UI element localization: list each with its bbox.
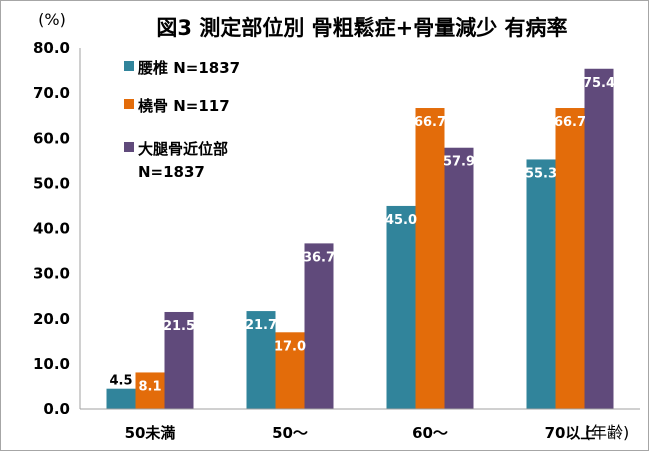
bar-value-label: 45.0 bbox=[385, 213, 417, 228]
x-tick-label: 60〜 bbox=[412, 424, 448, 442]
bar bbox=[164, 311, 194, 409]
x-tick-label: 50〜 bbox=[272, 424, 308, 442]
bar-value-label: 4.5 bbox=[109, 374, 132, 389]
value-labels: 4.5 21.7 45.0 55.3 8.1 17.0 66.7 66.7 21.5 36.7 57… bbox=[109, 76, 615, 395]
bar bbox=[246, 311, 276, 409]
bar-value-label: 66.7 bbox=[554, 115, 586, 130]
bar-value-label: 21.5 bbox=[163, 319, 195, 334]
bar-value-label: 55.3 bbox=[525, 166, 557, 181]
bar bbox=[275, 332, 305, 409]
y-tick-label: 50.0 bbox=[33, 174, 70, 192]
bar-value-label: 21.7 bbox=[245, 318, 277, 333]
y-tick-label: 30.0 bbox=[33, 265, 70, 283]
y-tick-label: 70.0 bbox=[33, 84, 70, 102]
y-tick-label: 0.0 bbox=[43, 400, 70, 418]
legend-swatch bbox=[124, 99, 134, 109]
bar bbox=[106, 388, 136, 409]
legend: 腰椎 N=1837 橈骨 N=117 大腿骨近位部 N=1837 bbox=[124, 59, 240, 181]
legend-label: 大腿骨近位部 bbox=[138, 140, 228, 158]
chart-title: 図3 測定部位別 骨粗鬆症+骨量減少 有病率 bbox=[156, 16, 567, 40]
x-axis-label: (年齢) bbox=[585, 423, 630, 442]
y-tick-label: 20.0 bbox=[33, 310, 70, 328]
bar-value-label: 75.4 bbox=[583, 76, 615, 91]
legend-label: 腰椎 N=1837 bbox=[137, 59, 240, 77]
bar bbox=[304, 243, 334, 409]
y-tick-label: 10.0 bbox=[33, 355, 70, 373]
bar bbox=[555, 108, 585, 410]
bar bbox=[444, 147, 474, 409]
axes bbox=[79, 48, 640, 410]
bars bbox=[106, 68, 614, 410]
legend-label: N=1837 bbox=[138, 163, 205, 181]
legend-swatch bbox=[124, 142, 134, 152]
legend-label: 橈骨 N=117 bbox=[138, 97, 230, 115]
bar bbox=[135, 372, 165, 409]
x-tick-label: 70以上 bbox=[545, 424, 596, 442]
bar bbox=[584, 68, 614, 409]
y-axis-ticks: 0.0 10.0 20.0 30.0 40.0 50.0 60.0 70.0 80.0 bbox=[33, 39, 70, 418]
bar bbox=[526, 159, 556, 409]
bar-value-label: 66.7 bbox=[414, 115, 446, 130]
bar-value-label: 36.7 bbox=[303, 250, 335, 265]
y-tick-label: 40.0 bbox=[33, 220, 70, 238]
x-axis-ticks: 50未満 50〜 60〜 70以上 bbox=[125, 424, 596, 442]
y-axis-label: (%) bbox=[38, 10, 66, 29]
y-tick-label: 60.0 bbox=[33, 129, 70, 147]
y-tick-label: 80.0 bbox=[33, 39, 70, 57]
bar-value-label: 17.0 bbox=[274, 339, 306, 354]
x-tick-label: 50未満 bbox=[125, 424, 176, 442]
bar bbox=[386, 205, 416, 409]
bar-value-label: 57.9 bbox=[443, 155, 475, 170]
bar-value-label: 8.1 bbox=[138, 379, 161, 394]
legend-swatch bbox=[124, 61, 134, 71]
bar bbox=[415, 108, 445, 410]
